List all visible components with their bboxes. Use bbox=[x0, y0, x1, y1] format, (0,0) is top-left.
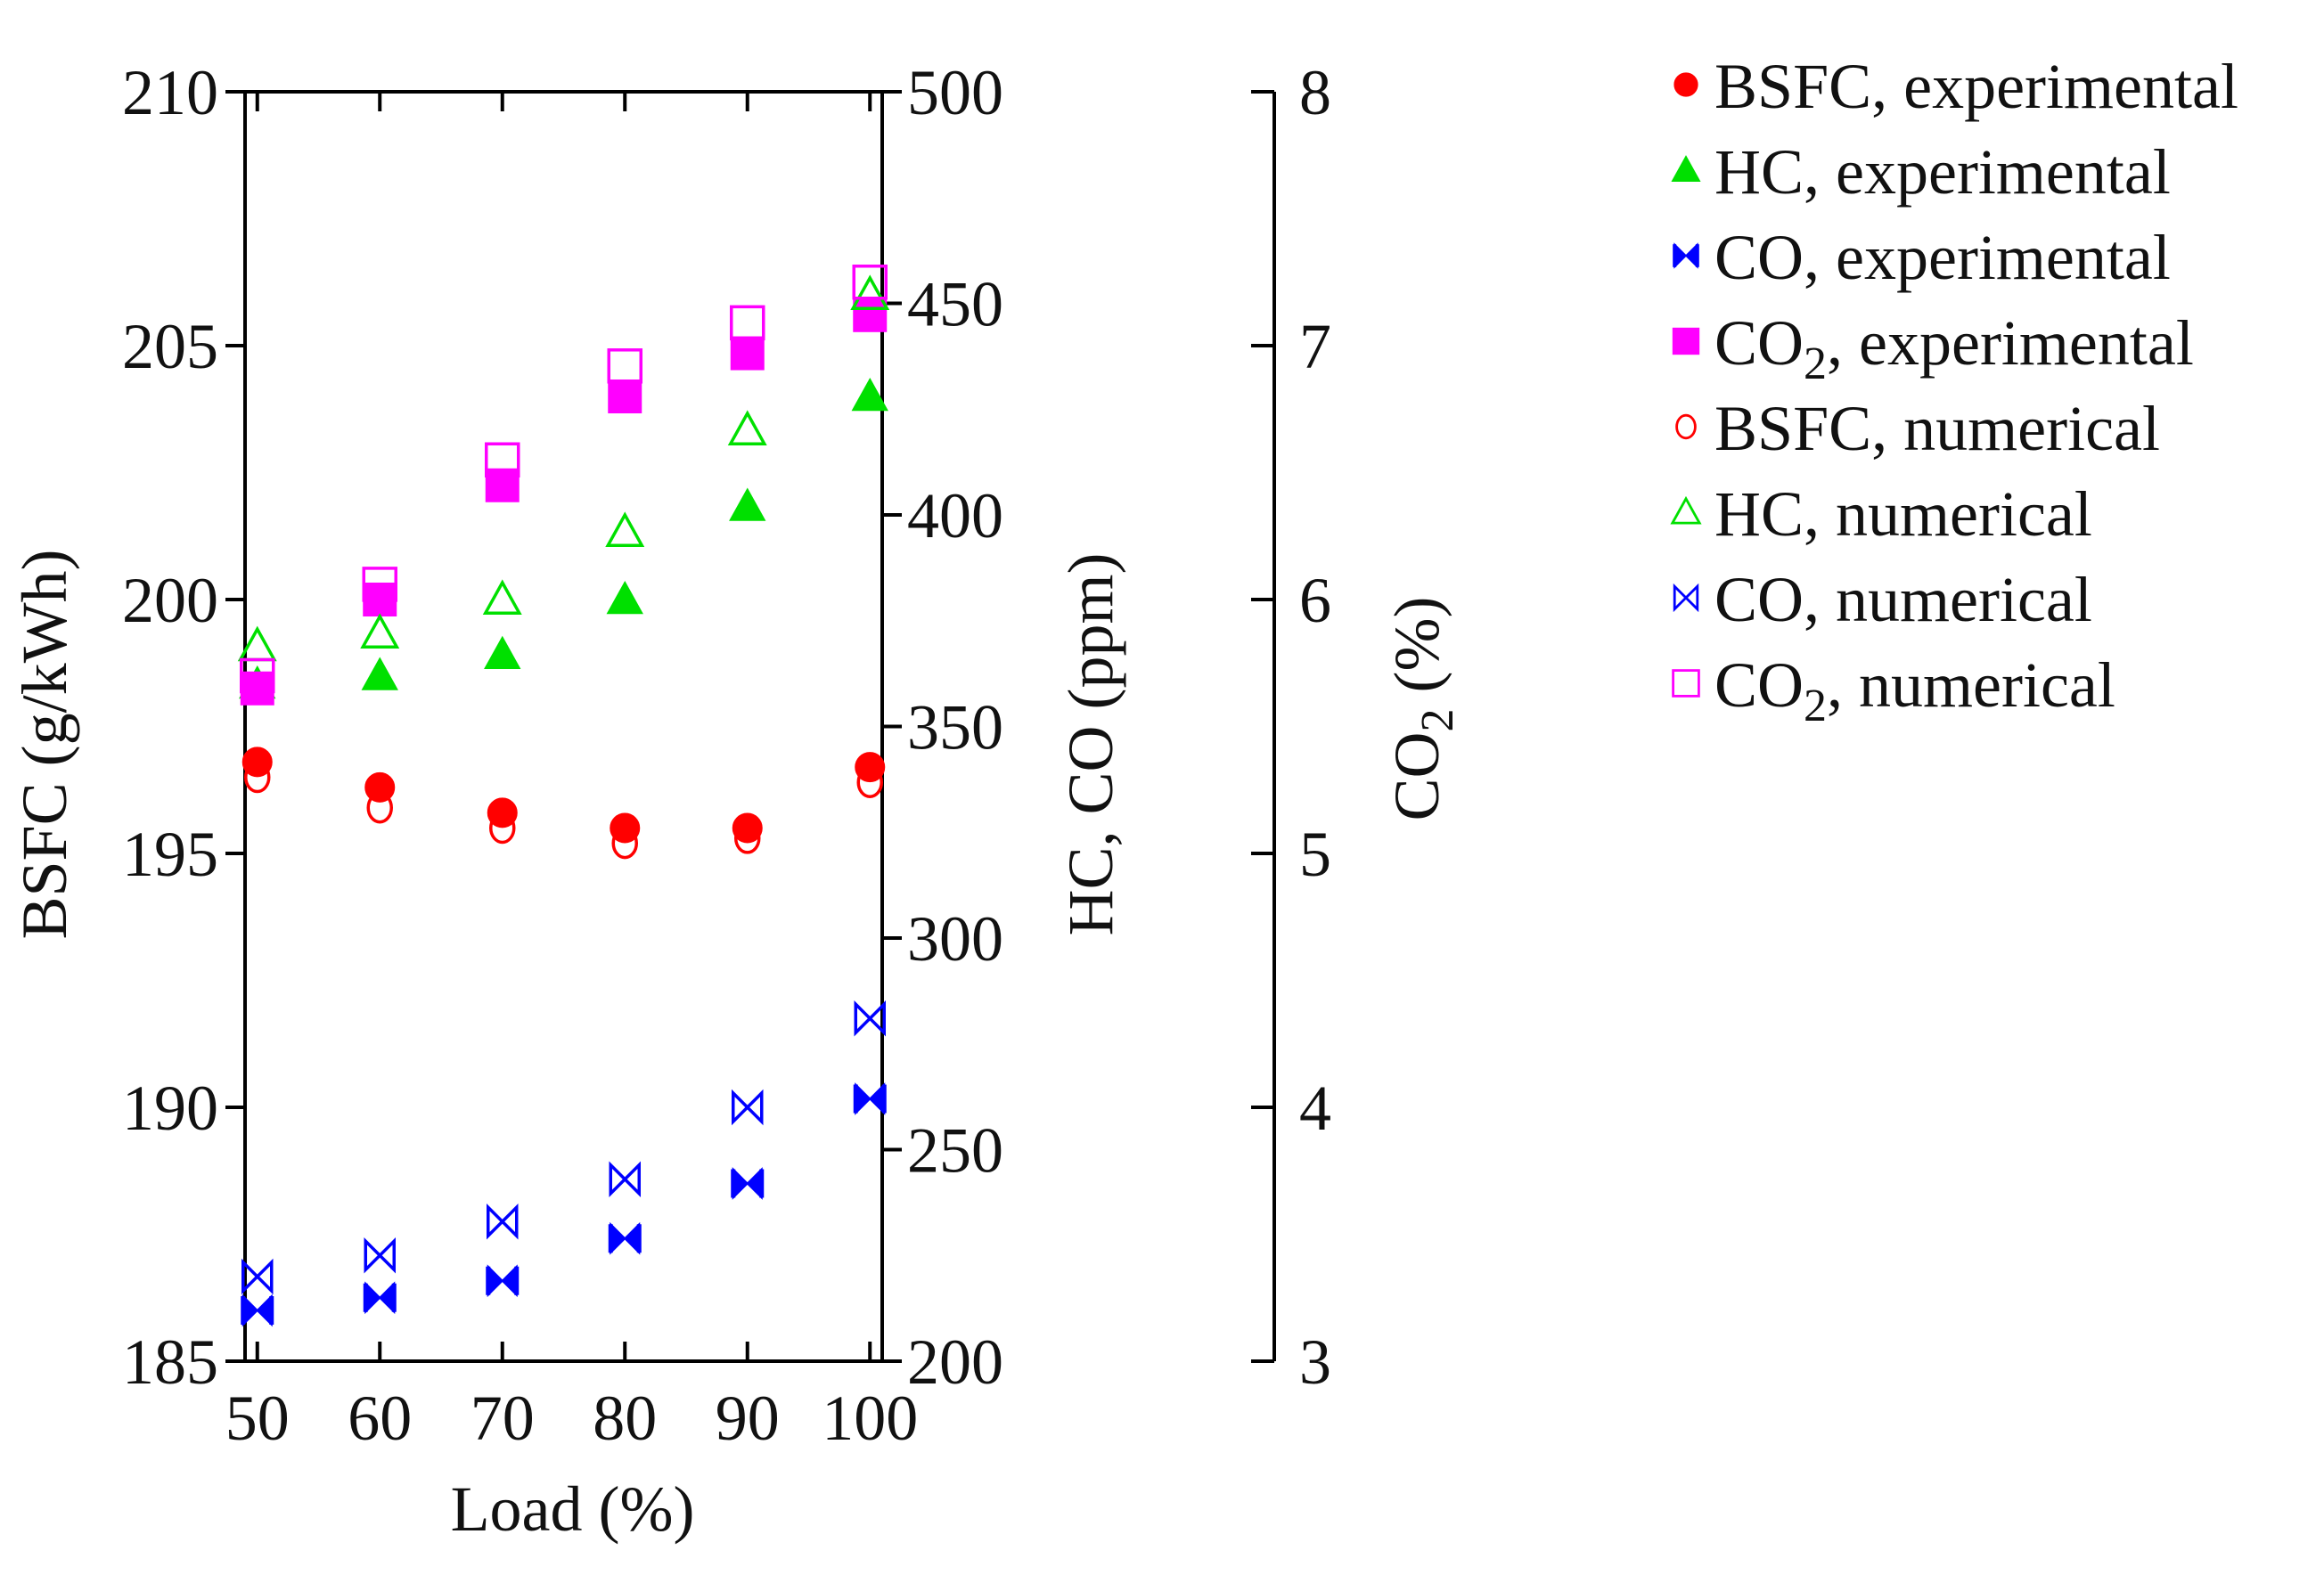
legend-label-bsfc_exp: BSFC, experimental bbox=[1714, 51, 2238, 122]
co2-tick-label: 7 bbox=[1299, 311, 1331, 382]
point-bsfc_num bbox=[856, 766, 883, 798]
legend-label-co_exp: CO, experimental bbox=[1714, 222, 2171, 293]
x-tick-label: 70 bbox=[471, 1383, 535, 1454]
bsfc-axis-title: BSFC (g/kWh) bbox=[9, 549, 80, 939]
x-axis-title: Load (%) bbox=[451, 1473, 695, 1545]
legend-label-hc_exp: HC, experimental bbox=[1714, 136, 2171, 208]
point-hc_exp bbox=[729, 487, 766, 521]
marks-layer bbox=[237, 265, 890, 1327]
x-tick-label: 80 bbox=[593, 1383, 657, 1454]
point-co2_exp bbox=[730, 336, 765, 371]
point-co2_exp bbox=[240, 671, 274, 706]
point-hc_num bbox=[605, 511, 645, 547]
point-co2_num bbox=[485, 442, 520, 477]
hc-co-tick-label: 500 bbox=[907, 57, 1003, 128]
legend-item-co2_exp: CO2, experimental bbox=[1672, 307, 2194, 389]
point-co2_num bbox=[240, 657, 275, 694]
point-co_exp bbox=[363, 1281, 397, 1315]
point-co_num bbox=[854, 1000, 886, 1037]
point-co2_exp bbox=[608, 379, 642, 413]
co2-tick-label: 8 bbox=[1299, 57, 1331, 128]
legend-label-bsfc_num: BSFC, numerical bbox=[1714, 393, 2160, 464]
legend-item-hc_num: HC, numerical bbox=[1670, 478, 2092, 550]
point-co2_num bbox=[607, 348, 642, 384]
point-co_num bbox=[241, 1258, 274, 1295]
plot-frame bbox=[243, 90, 884, 1363]
point-co2_num bbox=[852, 265, 888, 300]
point-co2_exp bbox=[853, 298, 888, 332]
point-bsfc_num bbox=[244, 761, 271, 794]
legend-label-co_num: CO, numerical bbox=[1714, 564, 2092, 635]
point-bsfc_exp bbox=[732, 812, 763, 844]
point-co_num bbox=[732, 1089, 764, 1126]
bsfc-tick-label: 205 bbox=[122, 311, 218, 382]
legend-item-co_exp: CO, experimental bbox=[1673, 222, 2171, 293]
point-co2_num bbox=[362, 567, 397, 602]
x-tick-label: 90 bbox=[716, 1383, 780, 1454]
point-co_exp bbox=[731, 1167, 765, 1200]
legend-item-bsfc_exp: BSFC, experimental bbox=[1673, 51, 2238, 122]
point-co2_num bbox=[730, 305, 765, 341]
hc-co-tick-label: 250 bbox=[907, 1115, 1003, 1187]
point-bsfc_num bbox=[366, 791, 393, 824]
point-co_exp bbox=[608, 1221, 642, 1255]
co2-tick-label: 4 bbox=[1299, 1073, 1331, 1144]
point-bsfc_exp bbox=[364, 771, 396, 803]
axes-layer: 50 60 70 80 90 100 Load (%) 185 190 195 200 205 210 B… bbox=[9, 57, 1463, 1545]
point-hc_exp bbox=[606, 580, 643, 615]
point-hc_num bbox=[727, 410, 767, 445]
point-hc_exp bbox=[484, 635, 521, 669]
bsfc-tick-label: 195 bbox=[122, 819, 218, 890]
co2-tick-label: 5 bbox=[1299, 819, 1331, 890]
legend: BSFC, experimental HC, experimental CO, ex… bbox=[1670, 51, 2238, 731]
legend-marker-co2_exp bbox=[1672, 327, 1700, 355]
point-hc_exp bbox=[361, 657, 398, 690]
hc-co-tick-label: 300 bbox=[907, 903, 1003, 975]
point-hc_num bbox=[482, 579, 522, 615]
x-tick-label: 50 bbox=[225, 1383, 290, 1454]
legend-item-co2_num: CO2, numerical bbox=[1672, 649, 2115, 731]
legend-marker-bsfc_exp bbox=[1673, 72, 1698, 97]
point-co_num bbox=[487, 1204, 519, 1240]
legend-item-co_num: CO, numerical bbox=[1673, 564, 2092, 635]
bsfc-tick-label: 185 bbox=[122, 1326, 218, 1398]
legend-marker-co_exp bbox=[1673, 242, 1699, 269]
legend-label-co2_exp: CO2, experimental bbox=[1714, 307, 2194, 389]
legend-marker-hc_num bbox=[1670, 495, 1702, 525]
point-hc_num bbox=[850, 274, 890, 310]
co2-tick-label: 6 bbox=[1299, 565, 1331, 636]
point-co_exp bbox=[241, 1293, 274, 1327]
hc-co-tick-label: 350 bbox=[907, 692, 1003, 763]
bsfc-tick-label: 210 bbox=[122, 57, 218, 128]
point-co2_exp bbox=[485, 468, 520, 502]
legend-item-bsfc_num: BSFC, numerical bbox=[1675, 393, 2160, 464]
co2-tick-label: 3 bbox=[1299, 1326, 1331, 1398]
x-tick-label: 60 bbox=[348, 1383, 412, 1454]
point-co_num bbox=[364, 1237, 396, 1274]
point-hc_num bbox=[360, 613, 400, 649]
co2-axis-title: CO2 (%) bbox=[1381, 597, 1463, 821]
point-hc_exp bbox=[851, 377, 888, 412]
legend-marker-co2_num bbox=[1672, 669, 1700, 698]
legend-label-co2_num: CO2, numerical bbox=[1714, 649, 2115, 731]
point-co_exp bbox=[853, 1082, 887, 1115]
legend-marker-bsfc_num bbox=[1675, 413, 1697, 440]
hc-co-axis-title: HC, CO (ppm) bbox=[1055, 553, 1126, 936]
point-co_exp bbox=[486, 1264, 520, 1298]
legend-item-hc_exp: HC, experimental bbox=[1671, 136, 2171, 208]
legend-label-hc_num: HC, numerical bbox=[1714, 478, 2092, 550]
point-bsfc_num bbox=[489, 812, 516, 845]
point-bsfc_num bbox=[611, 827, 638, 860]
bsfc-tick-label: 190 bbox=[122, 1073, 218, 1144]
bsfc-tick-label: 200 bbox=[122, 565, 218, 636]
hc-co-tick-label: 400 bbox=[907, 480, 1003, 551]
hc-co-tick-label: 450 bbox=[907, 269, 1003, 340]
point-co_num bbox=[609, 1161, 641, 1197]
hc-co-tick-label: 200 bbox=[907, 1326, 1003, 1398]
x-tick-label: 100 bbox=[822, 1383, 918, 1454]
legend-marker-co_num bbox=[1673, 583, 1699, 613]
point-bsfc_num bbox=[734, 822, 761, 854]
legend-marker-hc_exp bbox=[1671, 155, 1701, 182]
